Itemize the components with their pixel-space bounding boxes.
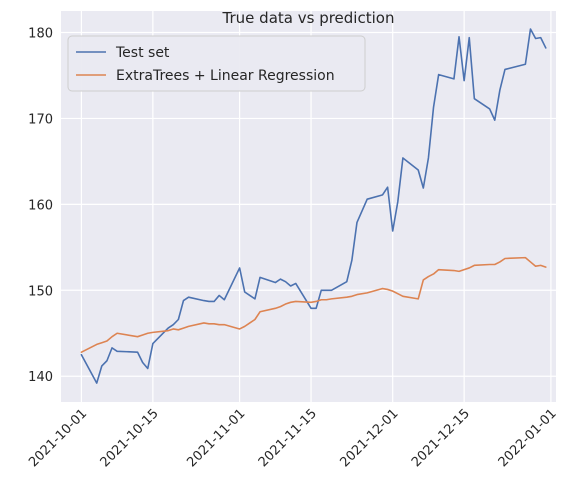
y-tick-labels: 140 150 160 170 180 [28, 26, 53, 385]
chart-title: True data vs prediction [222, 9, 395, 27]
x-tick-labels: 2021-10-01 2021-10-15 2021-11-01 2021-11-15… [26, 406, 560, 470]
y-tick-label: 180 [28, 26, 53, 41]
series-layer [80, 28, 547, 384]
series-line-prediction [80, 256, 547, 353]
x-tick-label: 2021-11-01 [184, 406, 248, 470]
x-tick-label: 2021-12-01 [337, 406, 401, 470]
y-tick-label: 150 [28, 284, 53, 299]
series-line-test-set [80, 28, 547, 384]
x-tick-label: 2021-12-15 [409, 406, 473, 470]
legend-label-prediction: ExtraTrees + Linear Regression [116, 68, 335, 84]
y-tick-label: 140 [28, 370, 53, 385]
x-tick-label: 2021-10-15 [98, 406, 162, 470]
legend-box [67, 35, 366, 92]
x-tick-label: 2021-10-01 [26, 406, 90, 470]
y-tick-label: 170 [28, 112, 53, 127]
y-tick-label: 160 [28, 198, 53, 213]
legend-label-test-set: Test set [115, 45, 170, 61]
legend: Test set ExtraTrees + Linear Regression [67, 35, 366, 92]
x-tick-label: 2021-11-15 [256, 406, 320, 470]
x-tick-label: 2022-01-01 [496, 406, 560, 470]
